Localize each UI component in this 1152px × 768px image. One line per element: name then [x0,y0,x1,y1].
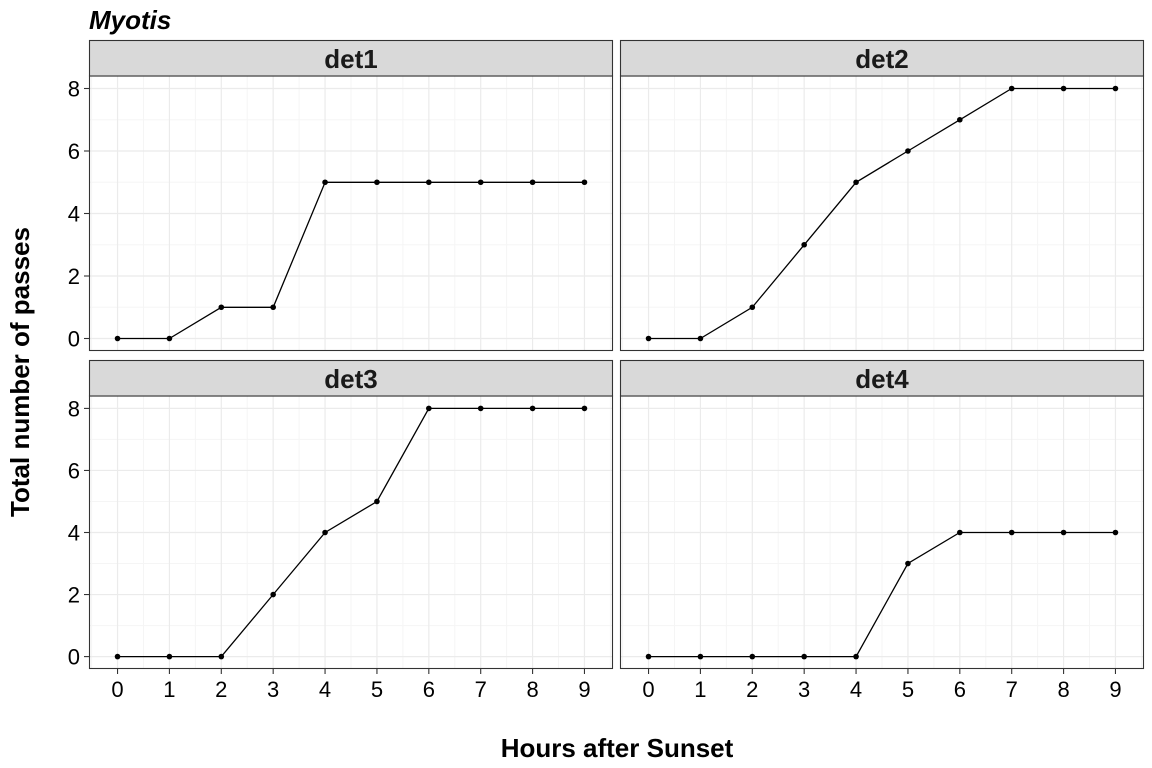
x-tick-label: 5 [371,677,383,702]
facet-strip [88,39,614,77]
x-tick-label: 1 [163,677,175,702]
data-point [1008,85,1015,92]
x-tick-label: 7 [475,677,487,702]
data-point [801,241,807,248]
y-tick-label: 8 [68,77,80,102]
x-tick-label: 3 [798,677,810,702]
data-point [749,304,756,311]
data-point [1112,85,1119,92]
x-tick-label: 3 [267,677,279,702]
data-point [426,405,432,412]
data-point [114,653,121,660]
data-point [477,405,484,412]
data-point [581,179,588,186]
data-point [1112,529,1119,536]
data-point [374,498,380,505]
data-point [697,335,704,342]
data-point [853,653,859,660]
x-tick-label: 9 [1109,677,1121,702]
data-point [270,304,276,311]
facet-strip [619,359,1145,397]
data-point [218,653,225,660]
facet-panel-det3: det3 0 2 4 6 8 0 1 2 3 4 5 6 7 8 9 [68,359,614,702]
data-point [529,179,536,186]
facet-strip [619,39,1145,77]
data-point [1060,529,1067,536]
series-line-det3 [117,407,585,658]
facet-panel-det1: det1 0 2 4 6 8 [68,39,614,352]
x-tick-label: 5 [902,677,914,702]
data-point [322,179,328,186]
facet-panels: det1 0 2 4 6 8 det2 det3 0 2 4 6 8 0 1 2 3 4 5 6 7 8 9 det4 0 1 2 3… [68,39,1145,702]
data-point [218,304,225,311]
data-point [1008,529,1015,536]
x-tick-label: 4 [319,677,331,702]
data-point [322,529,328,536]
data-point [477,179,484,186]
data-point [581,405,588,412]
data-point [957,529,963,536]
data-point [645,335,652,342]
y-tick-label: 0 [68,327,80,352]
x-axis-title: Hours after Sunset [501,733,734,763]
y-tick-label: 2 [68,264,80,289]
x-tick-label: 0 [642,677,654,702]
x-tick-label: 8 [526,677,538,702]
x-tick-label: 8 [1057,677,1069,702]
data-point [426,179,432,186]
facet-panel-det2: det2 [619,39,1145,352]
facet-strip-label: det1 [324,44,377,74]
data-point [166,653,173,660]
series-line-det2 [648,87,1116,340]
x-tick-label: 2 [215,677,227,702]
data-point [1060,85,1067,92]
x-tick-label: 4 [850,677,862,702]
x-tick-label: 6 [423,677,435,702]
x-tick-label: 9 [578,677,590,702]
data-point [114,335,121,342]
data-point [749,653,756,660]
facet-strip-label: det3 [324,364,377,394]
data-point [270,591,276,598]
y-tick-label: 8 [68,396,80,421]
data-point [905,560,911,567]
data-point [957,116,963,123]
x-tick-label: 2 [746,677,758,702]
y-tick-label: 4 [68,202,80,227]
plot-title: Myotis [89,5,171,35]
data-point [905,148,911,154]
data-point [697,653,704,660]
facet-strip-label: det2 [855,44,908,74]
y-tick-label: 6 [68,139,80,164]
data-point [645,653,652,660]
facet-strip [88,359,614,397]
y-tick-label: 4 [68,521,80,546]
data-point [166,335,173,342]
facet-strip-label: det4 [855,364,909,394]
data-point [853,179,859,186]
data-point [374,179,380,186]
x-tick-label: 6 [954,677,966,702]
y-tick-label: 6 [68,458,80,483]
facet-panel-det4: det4 0 1 2 3 4 5 6 7 8 9 [619,359,1145,702]
x-tick-label: 7 [1006,677,1018,702]
y-tick-label: 0 [68,645,80,670]
data-point [801,653,807,660]
data-point [529,405,536,412]
series-line-det4 [648,531,1116,658]
x-tick-label: 1 [694,677,706,702]
y-axis-title: Total number of passes [5,227,35,517]
x-tick-label: 0 [111,677,123,702]
series-line-det1 [117,181,585,340]
y-tick-label: 2 [68,583,80,608]
